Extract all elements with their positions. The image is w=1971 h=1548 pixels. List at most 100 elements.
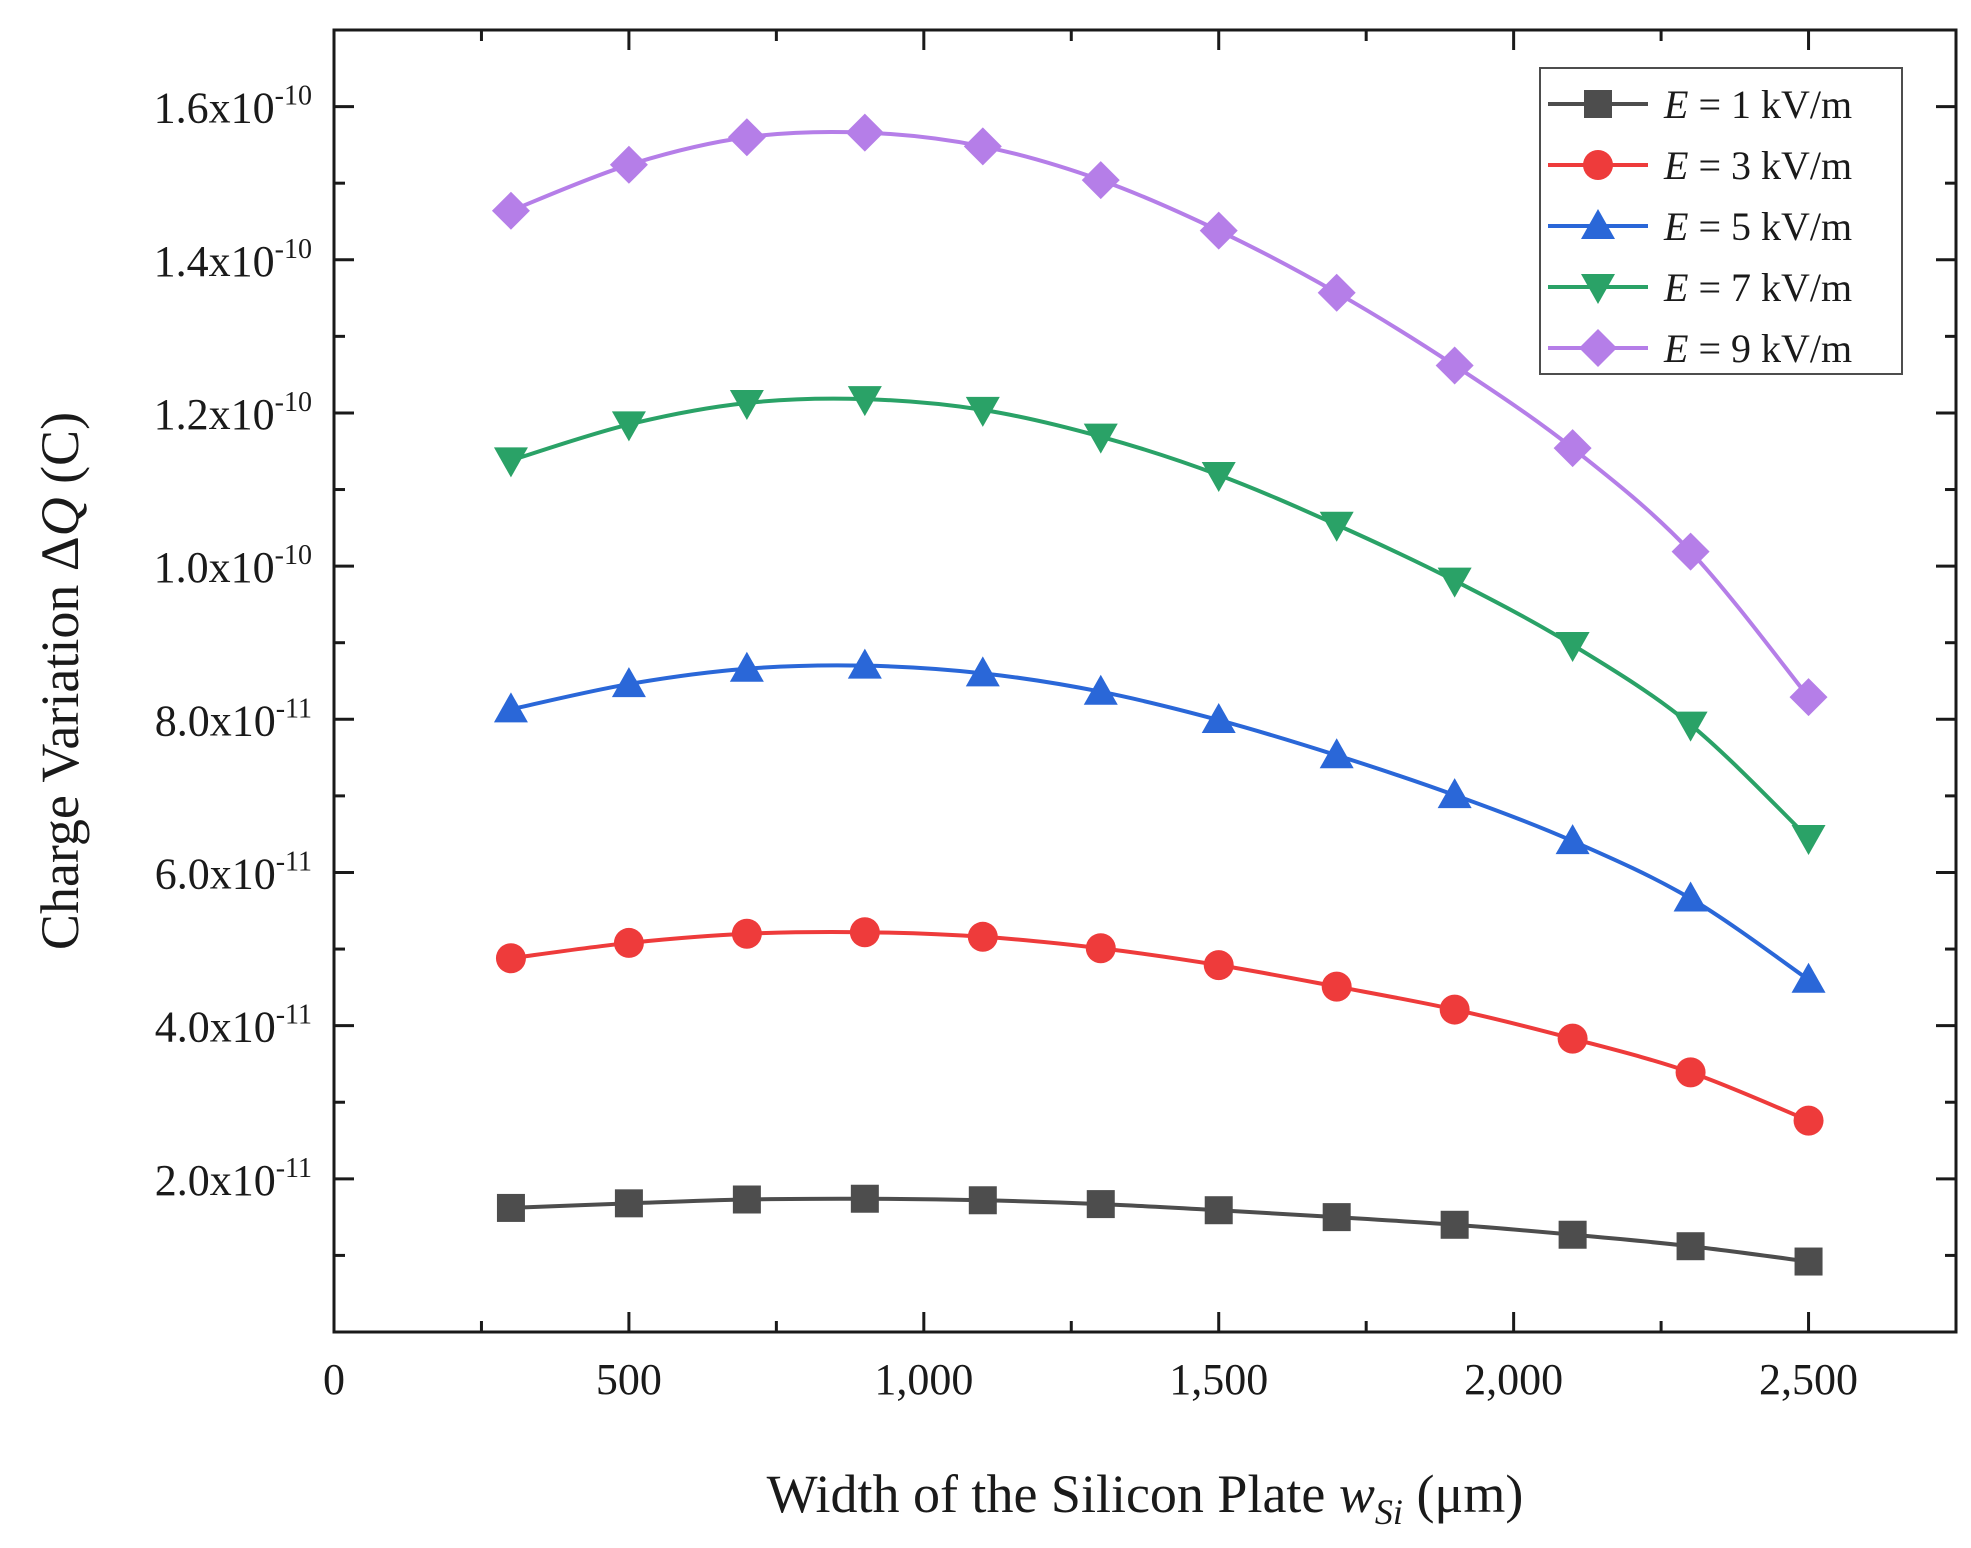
data-point — [1201, 461, 1236, 492]
legend-marker — [1581, 209, 1615, 239]
legend-label: E = 5 kV/m — [1663, 204, 1852, 249]
legend: E = 1 kV/m E = 3 kV/m E = 5 kV/m E = 7 kV/m… — [1539, 67, 1903, 375]
data-point — [1203, 950, 1234, 981]
y-tick-label: 1.0x10-10 — [154, 540, 312, 592]
data-point — [847, 648, 882, 679]
x-tick-label: 1,000 — [874, 1355, 973, 1404]
data-point — [1439, 994, 1470, 1025]
data-point — [1083, 674, 1118, 705]
data-point — [968, 1186, 997, 1215]
data-point — [1791, 962, 1826, 993]
data-point — [1555, 824, 1590, 855]
data-point — [1081, 161, 1120, 200]
legend-label: E = 9 kV/m — [1663, 326, 1852, 371]
y-tick-label: 4.0x10-11 — [155, 1000, 312, 1052]
legend-item: E = 9 kV/m — [1548, 326, 1852, 371]
data-point — [1437, 778, 1472, 809]
data-point — [1791, 825, 1826, 856]
series-5 — [491, 113, 1828, 717]
legend-marker — [1581, 274, 1615, 304]
data-point — [611, 667, 646, 698]
legend-item: E = 5 kV/m — [1548, 204, 1852, 249]
y-tick-label: 2.0x10-11 — [155, 1153, 312, 1205]
x-tick-labels: 0 500 1,000 1,500 2,000 2,500 — [323, 1355, 1858, 1404]
data-point — [1201, 703, 1236, 734]
data-point — [1319, 738, 1354, 769]
y-tick-labels: 2.0x10-11 4.0x10-11 6.0x10-11 8.0x10-11 1.0x… — [154, 81, 312, 1205]
data-point — [1673, 711, 1708, 742]
data-point — [1437, 567, 1472, 598]
data-point — [491, 191, 530, 230]
series-line — [510, 1196, 1809, 1264]
series-layer — [491, 113, 1828, 1276]
data-point — [731, 918, 762, 949]
data-point — [1671, 532, 1710, 571]
data-point — [729, 651, 764, 682]
series-3 — [493, 648, 1826, 993]
data-point — [1555, 632, 1590, 663]
legend-marker — [1579, 329, 1617, 367]
data-point — [1317, 273, 1356, 312]
series-1 — [496, 1184, 1823, 1276]
data-point — [849, 917, 880, 948]
data-point — [963, 127, 1002, 166]
x-tick-label: 2,500 — [1759, 1355, 1858, 1404]
data-point — [845, 113, 884, 152]
data-point — [1321, 971, 1352, 1002]
data-point — [847, 386, 882, 417]
legend-marker — [1583, 150, 1613, 180]
legend-item: E = 1 kV/m — [1548, 82, 1852, 127]
data-point — [1673, 881, 1708, 912]
legend-item: E = 7 kV/m — [1548, 265, 1852, 310]
data-point — [1794, 1247, 1823, 1276]
x-tick-label: 0 — [323, 1355, 345, 1404]
axis-ticks — [332, 30, 1956, 1332]
legend-marker — [1584, 90, 1612, 118]
legend-label: E = 3 kV/m — [1663, 143, 1852, 188]
y-tick-label: 1.4x10-10 — [154, 234, 312, 286]
data-point — [493, 692, 528, 723]
data-point — [1204, 1196, 1233, 1225]
data-point — [850, 1184, 879, 1213]
y-tick-label: 6.0x10-11 — [155, 846, 312, 898]
series-line — [510, 396, 1810, 840]
y-tick-label: 8.0x10-11 — [155, 693, 312, 745]
data-point — [1199, 211, 1238, 250]
data-point — [1435, 346, 1474, 385]
data-point — [1319, 511, 1354, 542]
data-point — [965, 396, 1000, 427]
data-point — [1085, 933, 1116, 964]
data-point — [1557, 1023, 1588, 1054]
data-point — [1675, 1057, 1706, 1088]
data-point — [1793, 1105, 1824, 1136]
legend-item: E = 3 kV/m — [1548, 143, 1852, 188]
series-line — [510, 663, 1810, 982]
data-point — [1676, 1232, 1705, 1261]
data-point — [1086, 1190, 1115, 1219]
data-point — [493, 447, 528, 478]
data-point — [495, 943, 526, 974]
data-point — [1558, 1220, 1587, 1249]
legend-label: E = 1 kV/m — [1663, 82, 1852, 127]
data-point — [965, 656, 1000, 687]
series-2 — [495, 917, 1824, 1136]
data-point — [496, 1193, 525, 1222]
data-point — [967, 921, 998, 952]
y-tick-label: 1.6x10-10 — [154, 81, 312, 133]
data-point — [1789, 678, 1828, 717]
x-axis-title: Width of the Silicon Plate wSi (μm) — [767, 1464, 1524, 1532]
x-tick-label: 2,000 — [1464, 1355, 1563, 1404]
x-tick-label: 1,500 — [1169, 1355, 1268, 1404]
data-point — [727, 118, 766, 157]
legend-label: E = 7 kV/m — [1663, 265, 1852, 310]
data-point — [611, 411, 646, 442]
series-4 — [493, 386, 1826, 856]
data-point — [729, 389, 764, 420]
data-point — [614, 1189, 643, 1218]
data-point — [609, 145, 648, 184]
y-axis-title: Charge Variation ΔQ (C) — [30, 412, 90, 950]
data-point — [732, 1185, 761, 1214]
plot-frame — [332, 28, 1958, 1334]
data-point — [1553, 429, 1592, 468]
